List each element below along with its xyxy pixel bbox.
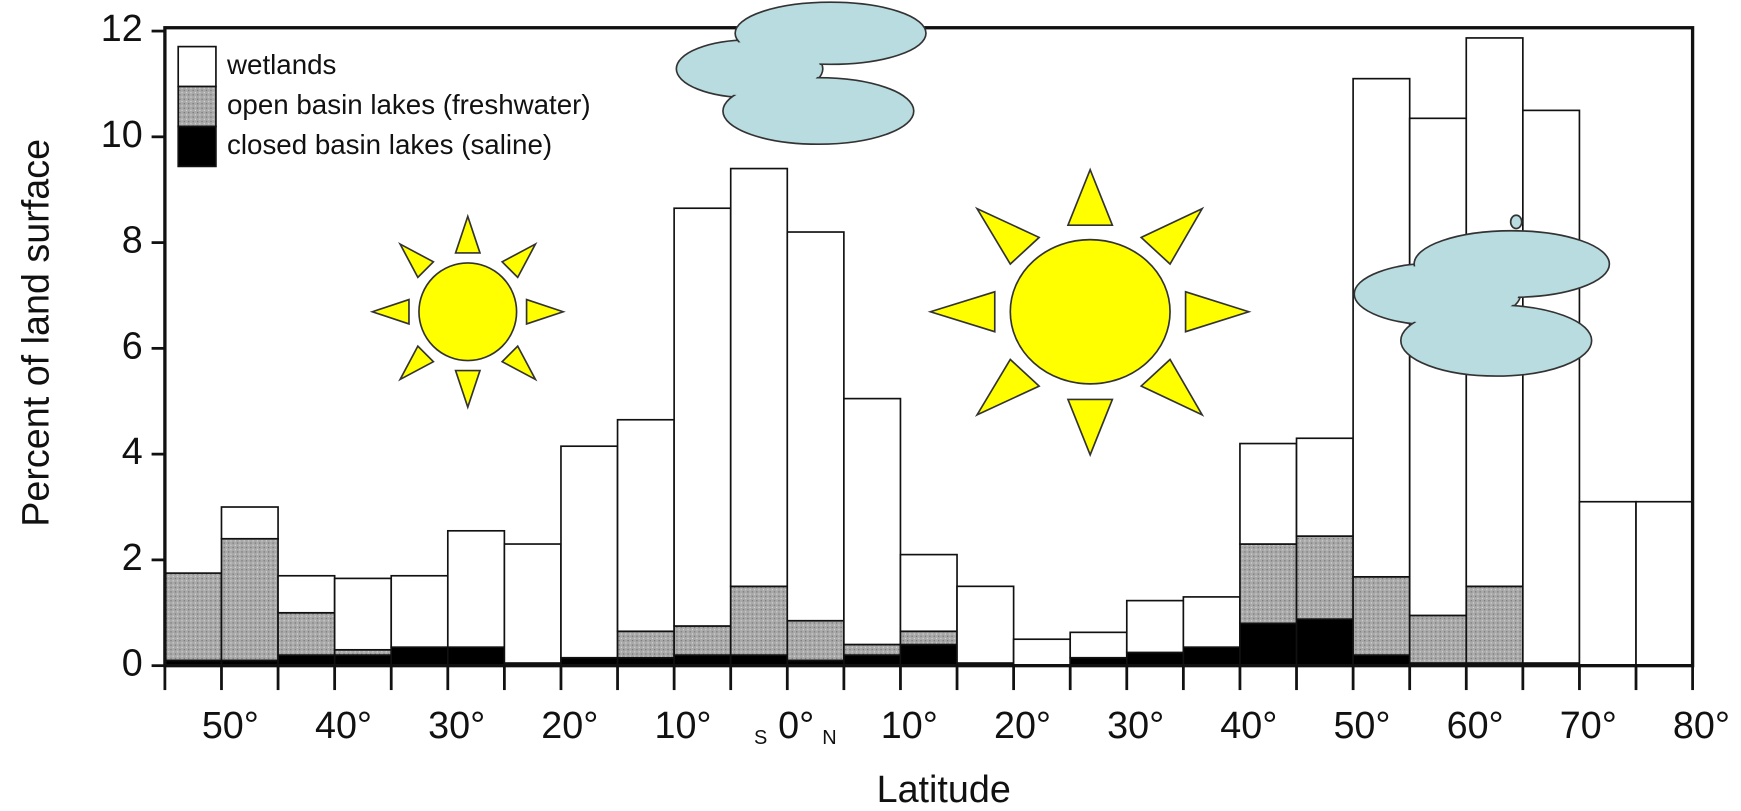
x-tick-label: 50° [202,704,259,746]
y-tick-label: 0 [122,642,143,684]
bar-segment [391,647,448,666]
legend-label: wetlands [226,49,336,80]
bar-segment [1297,438,1354,536]
bar-segment [674,208,731,626]
x-axis-label: Latitude [877,768,1011,810]
bar-segment [1240,544,1297,623]
bar-segment [957,586,1014,663]
page: {"chart_data": { "type": "bar", "stacked… [0,0,1741,811]
y-tick-label: 8 [122,219,143,261]
bar-segment [1636,502,1693,666]
y-axis-label: Percent of land surface [14,139,56,527]
bar-segment [1466,586,1523,663]
legend-swatch [178,87,216,127]
bar-segment [1523,110,1580,663]
bar-segment [278,613,335,655]
sun-large [930,170,1248,455]
hemisphere-label: N [822,727,836,749]
x-tick-label: 40° [1220,704,1277,746]
x-tick-label: 70° [1560,704,1617,746]
bar-segment [1127,601,1184,653]
x-tick-label: 30° [428,704,485,746]
x-tick-label: 0° [778,704,814,746]
bar-segment [335,578,392,649]
bar-segment [1240,444,1297,544]
legend-swatch [178,126,216,166]
x-tick-label: 40° [315,704,372,746]
x-tick-label: 50° [1333,704,1390,746]
bar-segment [278,576,335,613]
bar-segment [448,647,505,666]
bar-segment [561,446,618,658]
x-tick-label: 10° [881,704,938,746]
bar-segment [787,232,844,621]
bar-segment [391,576,448,647]
bar-segment [1240,623,1297,665]
bar-segment [900,555,957,632]
bar-segment [448,531,505,647]
bar-segment [1127,652,1184,665]
bar-segment [618,631,675,657]
bar-segment [674,626,731,655]
bar-segment [787,621,844,661]
plot-area: 0 2 4 6 8 10 12 50° 40° 30° 20° 10° 0° 10° 20° 30° 40° 50… [101,7,1730,749]
sun-small [372,216,563,407]
legend-label: open basin lakes (freshwater) [227,89,591,120]
x-tick-label: 10° [654,704,711,746]
bar-segment [1353,577,1410,655]
bar-segment [1070,632,1127,657]
x-tick-label: 60° [1447,704,1504,746]
x-tick-label: 30° [1107,704,1164,746]
y-tick-label: 12 [101,7,143,49]
bar-segment [1297,619,1354,666]
hemisphere-label: S [754,727,767,749]
bar-segment [221,539,278,661]
cloud-top [676,2,926,144]
x-tick-label: 80° [1673,704,1730,746]
bar-segment [1014,639,1071,665]
bar-segment [731,586,788,655]
bar-segment [1183,647,1240,666]
bar-segment [900,631,957,644]
bar-segment [1410,615,1467,663]
bar-segment [844,645,901,656]
x-tick-label: 20° [541,704,598,746]
bar-segment [504,544,561,663]
y-tick-label: 4 [122,430,143,472]
chart: 0 2 4 6 8 10 12 50° 40° 30° 20° 10° 0° 10° 20° 30° 40° 50… [0,0,1741,811]
bar-segment [221,507,278,539]
y-tick-label: 2 [122,536,143,578]
bar-segment [1579,502,1636,666]
y-tick-label: 6 [122,324,143,366]
bar-segment [900,645,957,666]
legend-swatch [178,47,216,87]
y-tick-label: 10 [101,113,143,155]
bar-segment [1183,597,1240,647]
legend: wetlands open basin lakes (freshwater) clo… [178,47,590,167]
x-tick-label: 20° [994,704,1051,746]
bar-segment [731,169,788,587]
bar-segment [165,573,222,660]
bar-segment [844,399,901,645]
legend-label: closed basin lakes (saline) [227,129,552,160]
bar-segment [1297,536,1354,619]
bar-segment [618,420,675,632]
bar-segment [1353,79,1410,577]
